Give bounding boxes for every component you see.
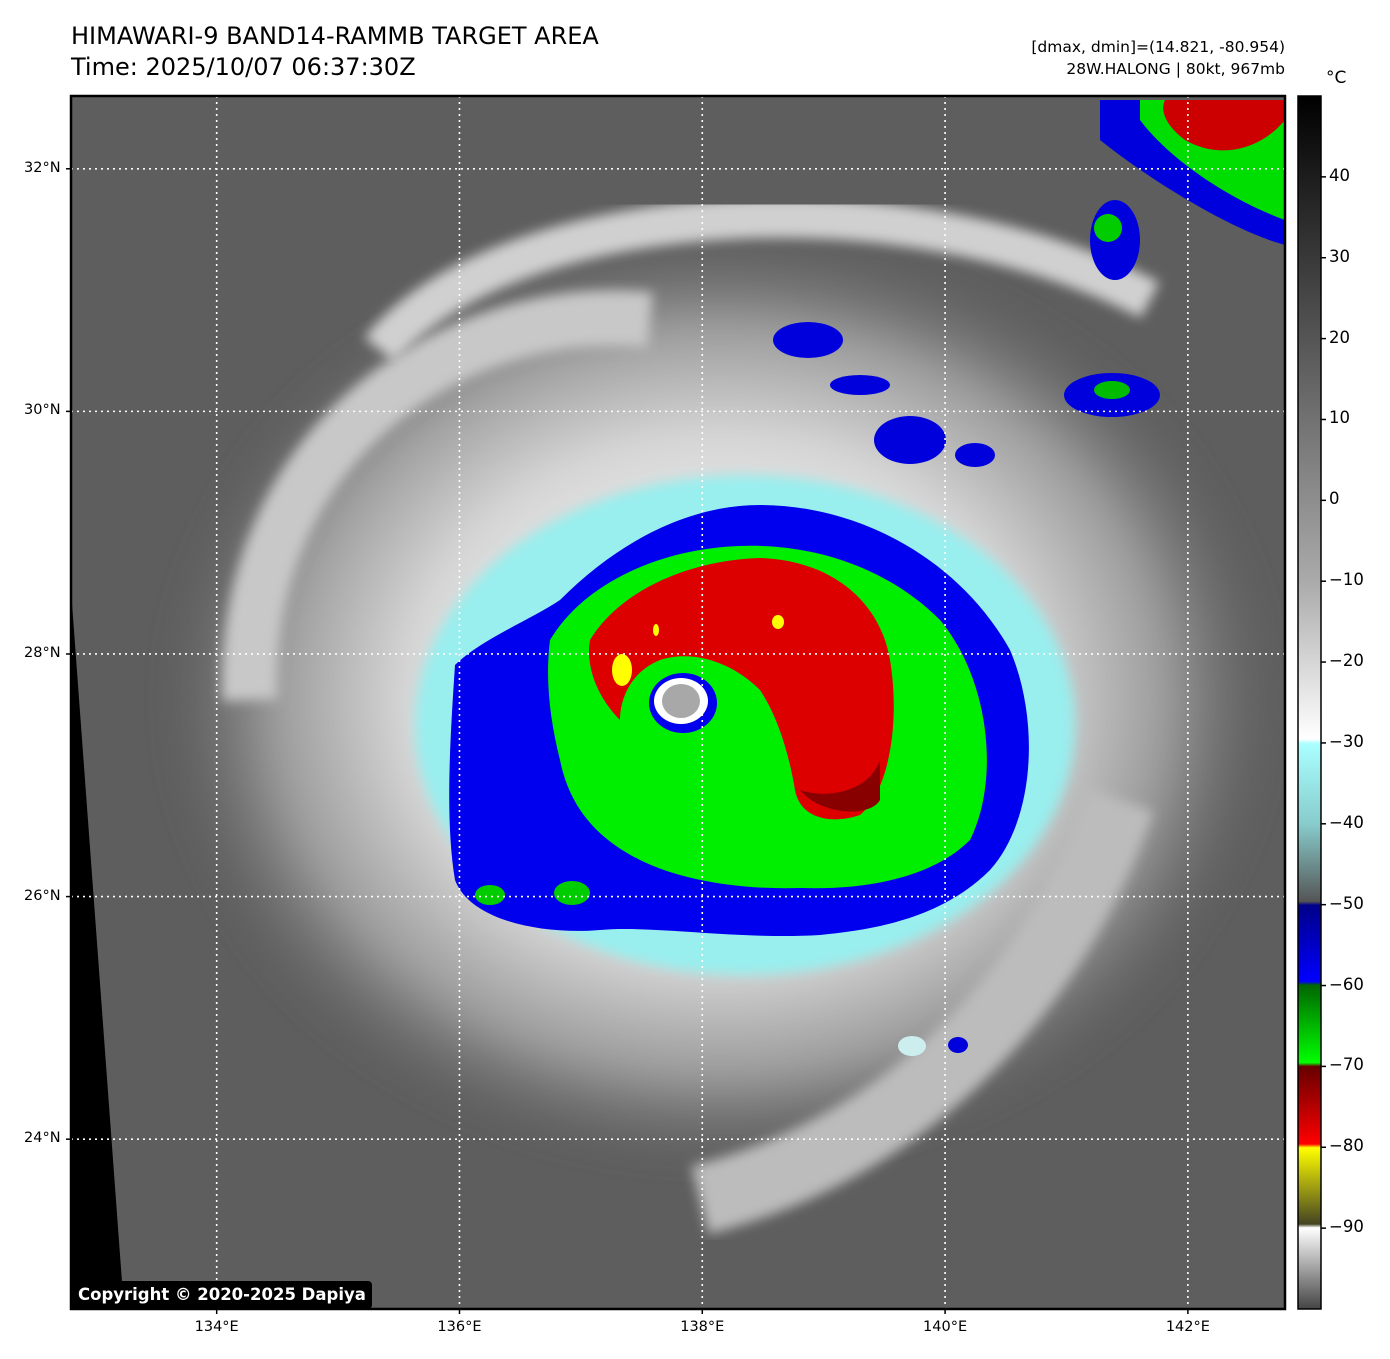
colorbar-tick-label: 40 xyxy=(1329,165,1350,185)
colorbar-unit: °C xyxy=(1326,68,1347,88)
latitude-label: 24°N xyxy=(24,1130,61,1147)
longitude-label: 134°E xyxy=(194,1319,239,1335)
colorbar xyxy=(1298,96,1321,1309)
colorbar-tick-label: −40 xyxy=(1329,812,1364,832)
map-frame xyxy=(69,94,1287,1311)
map-time: Time: 2025/10/07 06:37:30Z xyxy=(71,53,416,81)
graticule xyxy=(71,96,1285,1309)
storm-info: 28W.HALONG | 80kt, 967mb xyxy=(1066,60,1285,78)
colorbar-tick-label: 30 xyxy=(1329,246,1350,266)
dmax-dmin-readout: [dmax, dmin]=(14.821, -80.954) xyxy=(1031,38,1285,56)
longitude-label: 138°E xyxy=(680,1319,725,1335)
colorbar-tick-label: −20 xyxy=(1329,651,1364,671)
colorbar-tick-label: −10 xyxy=(1329,570,1364,590)
colorbar-tick-label: 0 xyxy=(1329,489,1340,509)
longitude-label: 140°E xyxy=(923,1319,968,1335)
colorbar-tick-label: −90 xyxy=(1329,1217,1364,1237)
colorbar-tick-label: −50 xyxy=(1329,893,1364,913)
latitude-label: 26°N xyxy=(24,887,61,904)
map-title: HIMAWARI-9 BAND14-RAMMB TARGET AREA xyxy=(71,22,599,50)
longitude-label: 136°E xyxy=(437,1319,482,1335)
colorbar-tick-label: −70 xyxy=(1329,1055,1364,1075)
latitude-label: 32°N xyxy=(24,159,61,176)
longitude-label: 142°E xyxy=(1165,1319,1210,1335)
latitude-label: 30°N xyxy=(24,402,61,419)
axis-ticks xyxy=(66,168,1189,1314)
colorbar-frame xyxy=(1297,95,1322,1310)
colorbar-tick-label: −30 xyxy=(1329,731,1364,751)
colorbar-tick-label: −60 xyxy=(1329,974,1364,994)
colorbar-tick-label: 20 xyxy=(1329,327,1350,347)
colorbar-tick-label: −80 xyxy=(1329,1136,1364,1156)
satellite-imagery xyxy=(71,96,1285,1309)
copyright-badge: Copyright © 2020-2025 Dapiya xyxy=(72,1281,372,1309)
latitude-label: 28°N xyxy=(24,644,61,661)
colorbar-tick-label: 10 xyxy=(1329,408,1350,428)
colorbar-ticks xyxy=(1321,176,1326,1229)
